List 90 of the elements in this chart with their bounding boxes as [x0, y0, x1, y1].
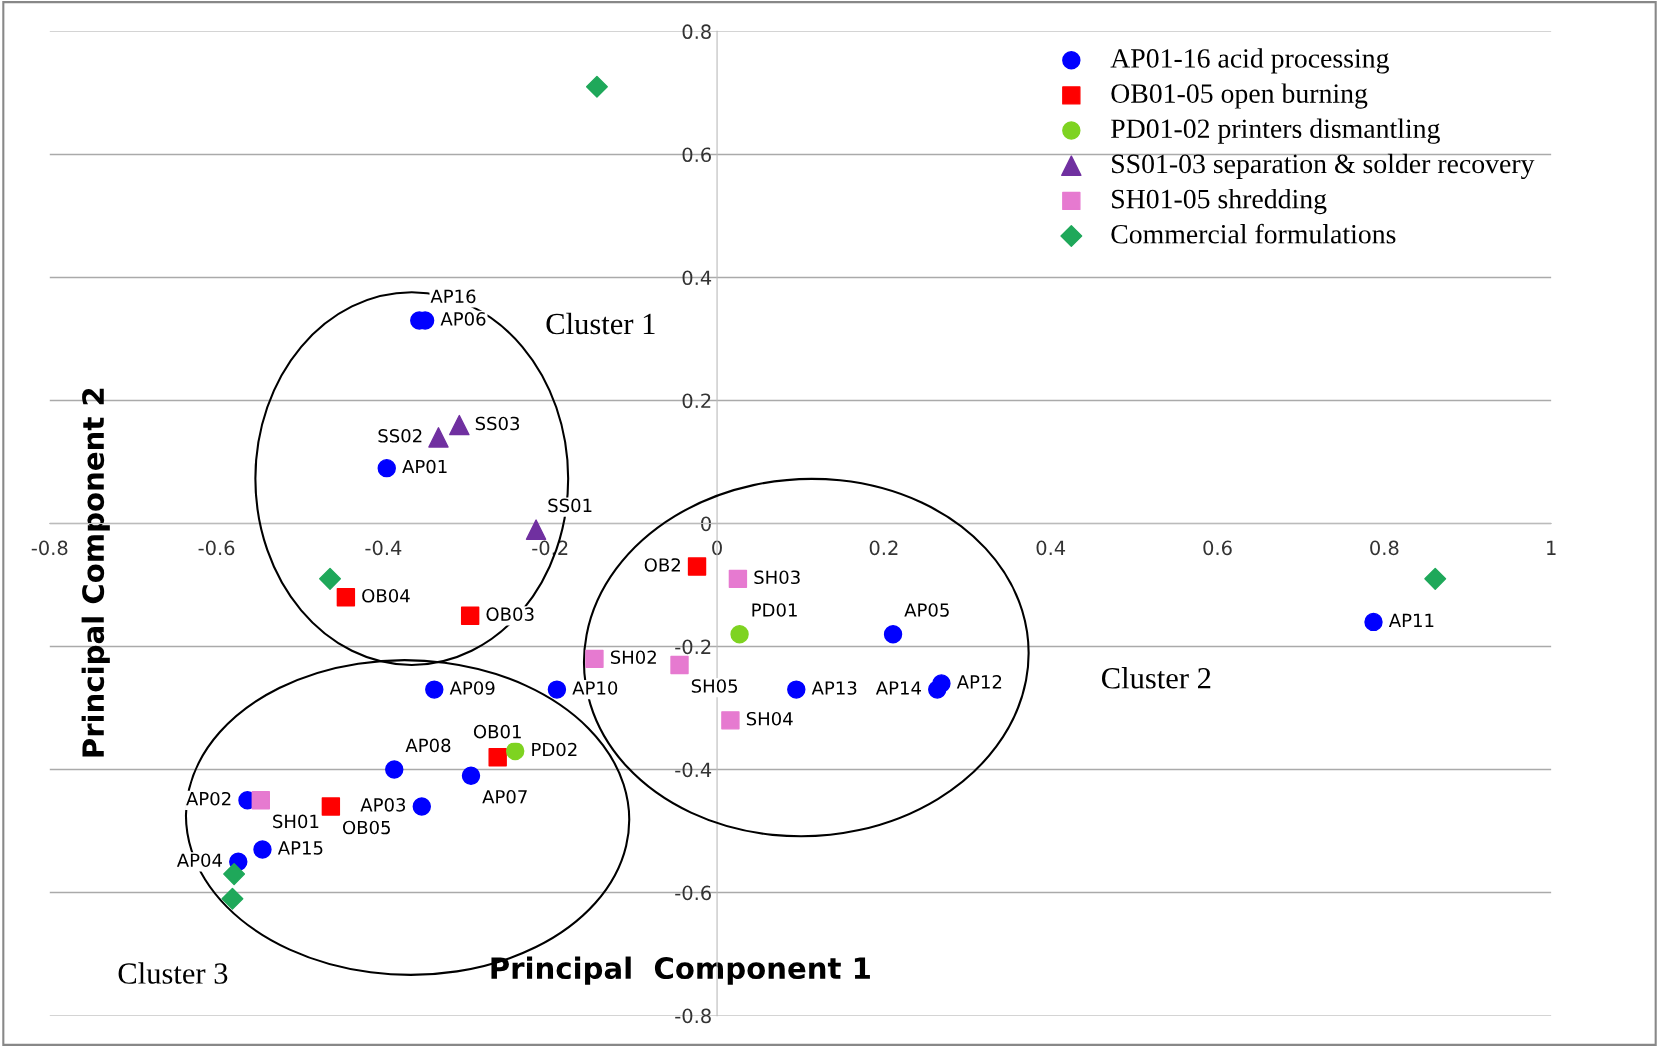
data-label: AP16	[430, 289, 476, 304]
data-label: AP06	[440, 312, 486, 326]
x-tick-label: 0.2	[869, 540, 898, 556]
y-tick-label: 0.2	[682, 393, 711, 409]
point	[585, 649, 604, 669]
data-label: AP05	[904, 603, 949, 617]
point	[787, 680, 806, 699]
data-label: SH05	[691, 679, 738, 693]
data-label: OB04	[362, 588, 410, 603]
point	[1364, 612, 1383, 632]
x-axis-title: Principal Component 1	[491, 956, 870, 985]
point	[547, 680, 567, 699]
legend-label: Commercial formulations	[1111, 223, 1396, 244]
data-label: AP10	[572, 681, 618, 695]
annotation: Cluster 2	[1102, 667, 1211, 689]
data-label: AP14	[875, 681, 921, 695]
x-tick-label: -0.6	[198, 540, 235, 556]
point	[377, 458, 396, 478]
point	[461, 766, 481, 785]
legend-label: SH01-05 shredding	[1112, 188, 1327, 215]
point	[1424, 567, 1447, 590]
y-tick-label: -0.8	[675, 1008, 711, 1024]
point	[223, 863, 246, 886]
point	[728, 569, 748, 589]
y-axis-title: Principal Component 2	[81, 388, 110, 757]
point	[460, 606, 480, 625]
data-label: AP01	[402, 459, 447, 474]
data-label: AP04	[176, 853, 222, 868]
point	[449, 414, 470, 436]
x-tick-label: -0.4	[365, 540, 402, 556]
data-label: PD01	[752, 603, 797, 617]
data-label: SS01	[548, 498, 592, 513]
y-tick-label: -0.2	[675, 639, 711, 655]
point	[221, 887, 244, 910]
point	[251, 791, 271, 810]
x-tick-label: 0	[712, 540, 722, 556]
y-tick-label: 0.4	[682, 270, 712, 286]
point	[883, 625, 903, 644]
data-label: AP03	[360, 798, 406, 812]
point	[488, 748, 507, 767]
x-tick-label: 1	[1547, 540, 1556, 555]
legend-label: OB01-05 open burning	[1111, 83, 1368, 109]
point	[385, 760, 404, 779]
y-tick-label: -0.6	[675, 885, 711, 901]
data-label: AP09	[449, 681, 495, 695]
data-label: OB2	[644, 558, 680, 572]
data-label: OB03	[486, 607, 534, 622]
data-label: AP02	[186, 791, 231, 806]
x-tick-label: 0.4	[1036, 540, 1066, 556]
data-label: AP07	[482, 789, 527, 804]
data-label: SH04	[746, 711, 793, 726]
data-label: AP15	[277, 841, 323, 855]
point	[336, 588, 356, 607]
y-tick-label: 0.8	[682, 24, 711, 40]
point	[428, 427, 449, 448]
data-label: OB01	[473, 724, 521, 739]
y-tick-label: -0.4	[675, 762, 712, 778]
point	[721, 711, 740, 730]
point	[253, 840, 272, 859]
data-label: AP12	[956, 675, 1002, 689]
data-label: AP08	[405, 738, 451, 753]
annotation: Cluster 1	[546, 312, 655, 335]
point	[670, 655, 689, 675]
point	[319, 567, 342, 590]
data-label: PD02	[532, 742, 577, 757]
point	[585, 75, 608, 98]
point	[425, 680, 444, 699]
point	[928, 680, 947, 699]
point	[506, 741, 525, 761]
x-tick-label: 0.8	[1370, 540, 1399, 556]
data-label: AP11	[1388, 613, 1434, 627]
point	[321, 797, 341, 816]
data-label: OB05	[342, 820, 390, 835]
legend-label: PD01-02 printers dismantling	[1111, 118, 1440, 144]
point	[730, 625, 749, 644]
data-label: SH03	[754, 570, 800, 585]
data-label: SH02	[610, 650, 656, 665]
data-label: AP13	[811, 681, 857, 695]
x-tick-label: -0.8	[31, 540, 68, 556]
legend-label: SS01-03 separation & solder recovery	[1112, 153, 1535, 179]
annotation: Cluster 3	[118, 962, 228, 984]
point	[525, 519, 547, 540]
data-label: SH01	[273, 814, 319, 829]
x-tick-label: 0.6	[1203, 540, 1232, 556]
legend-label: AP01-16 acid processing	[1110, 48, 1389, 74]
data-label: SS02	[378, 428, 422, 443]
data-label: SS03	[475, 416, 520, 431]
point	[687, 557, 707, 576]
point	[412, 797, 431, 816]
y-tick-label: 0.6	[682, 147, 711, 163]
